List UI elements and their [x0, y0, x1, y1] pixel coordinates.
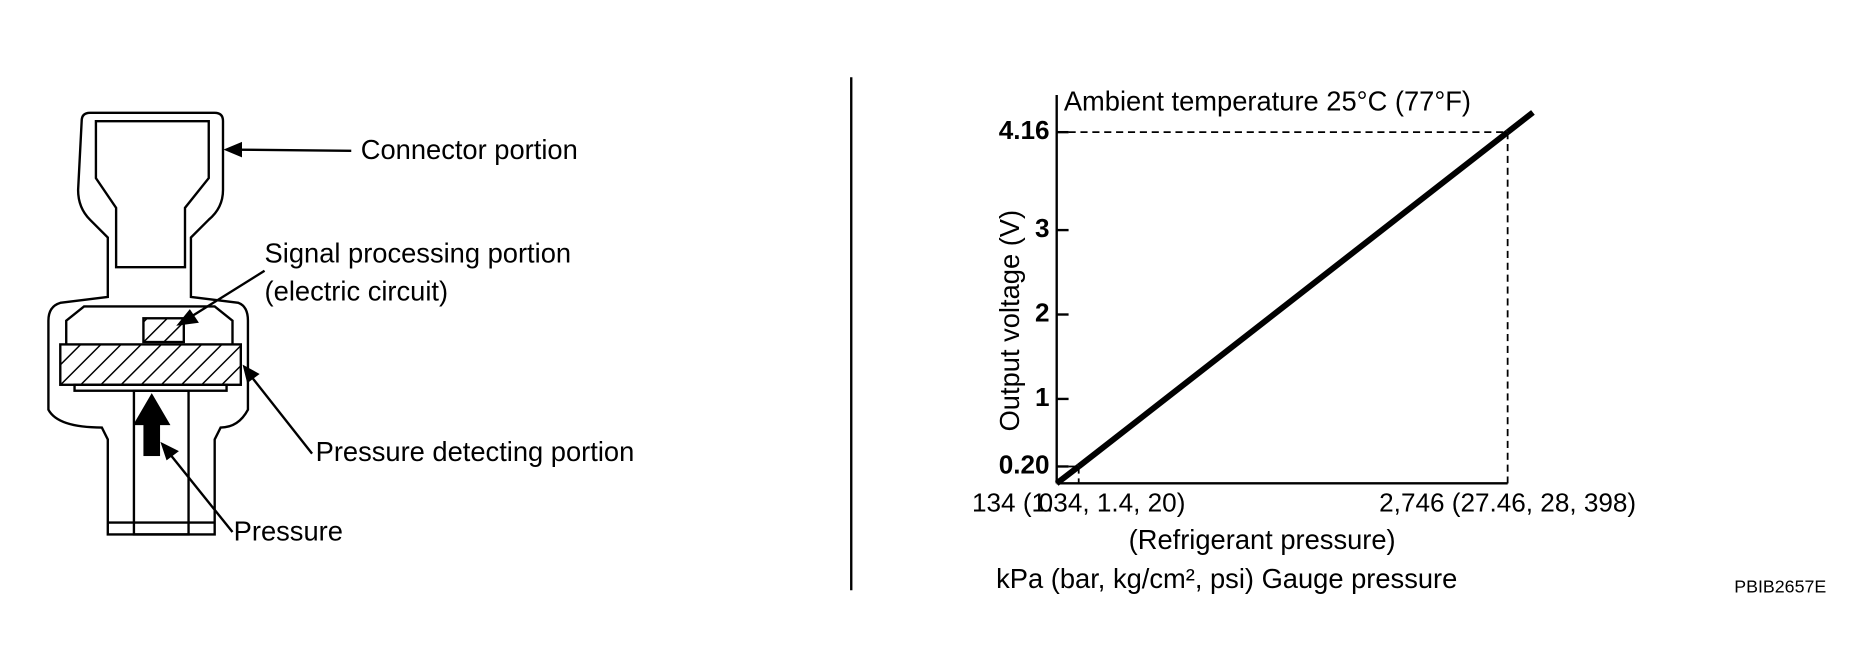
y-axis-label: Output voltage (V) [994, 210, 1025, 432]
line-extension [1054, 110, 1535, 486]
x-axis-units: kPa (bar, kg/cm², psi) Gauge pressure [996, 563, 1457, 594]
leader-head [223, 141, 242, 158]
leader [236, 148, 352, 153]
label: (electric circuit) [265, 276, 449, 307]
annotation: Ambient temperature 25°C (77°F) [1064, 86, 1471, 117]
sensor-outline [47, 111, 250, 536]
y-tick-label: 0.20 [999, 449, 1050, 479]
x-tick-label: 134 (1.34, 1.4, 20) [972, 488, 1185, 518]
x-tick-label: 2,746 (27.46, 28, 398) [1379, 488, 1636, 518]
stem [132, 389, 190, 536]
data-line [1076, 129, 1510, 469]
label: Pressure [234, 515, 343, 546]
label: Signal processing portion [265, 238, 572, 269]
x-tick-label: 0 [1039, 488, 1054, 518]
y-tick-label: 4.16 [999, 115, 1050, 145]
leader [249, 374, 314, 455]
figure-code: PBIB2657E [1734, 577, 1826, 597]
y-tick-label: 3 [1035, 213, 1050, 243]
label: Pressure detecting portion [316, 436, 635, 467]
leader-head [176, 309, 199, 326]
connector-inner [94, 119, 210, 269]
leader [168, 452, 234, 533]
pressure-arrow-head [133, 393, 171, 426]
y-tick-label: 1 [1035, 382, 1050, 412]
pressure-arrow-shaft [143, 420, 161, 457]
y-tick-label: 2 [1035, 297, 1050, 327]
x-axis-label: (Refrigerant pressure) [1129, 524, 1396, 555]
label: Connector portion [361, 134, 578, 165]
circuit-chip [142, 317, 185, 344]
leader [187, 269, 266, 320]
leader-head [242, 364, 260, 384]
cavity [65, 305, 234, 345]
sensor-drawing [47, 111, 352, 536]
leader-head [160, 441, 179, 461]
pressure-element [59, 343, 242, 386]
